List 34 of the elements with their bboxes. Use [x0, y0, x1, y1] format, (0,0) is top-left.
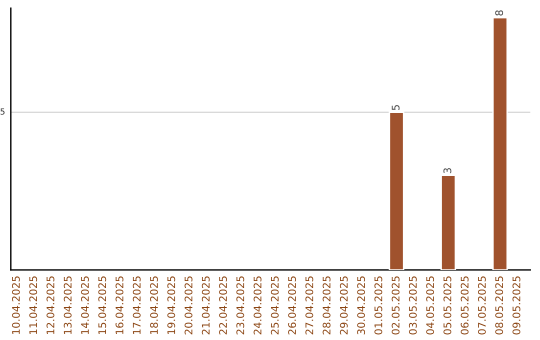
x-tick-label: 15.04.2025 — [98, 276, 106, 334]
x-tick-label: 20.04.2025 — [184, 276, 192, 334]
x-tick-label: 07.05.2025 — [478, 276, 486, 334]
x-tick-label: 09.05.2025 — [512, 276, 520, 334]
data-label: 3 — [443, 168, 452, 174]
data-label: 5 — [392, 105, 400, 110]
x-tick-label: 11.04.2025 — [29, 276, 38, 334]
x-tick-label: 03.05.2025 — [408, 276, 417, 334]
x-tick-label: 19.04.2025 — [167, 276, 176, 334]
x-tick-label: 10.04.2025 — [12, 276, 20, 334]
x-tick-label: 04.05.2025 — [426, 276, 434, 334]
x-tick-label: 28.04.2025 — [322, 276, 331, 334]
x-tick-label: 26.04.2025 — [288, 276, 296, 334]
x-tick-label: 12.04.2025 — [46, 276, 54, 334]
x-tick-label: 21.04.2025 — [202, 276, 210, 334]
x-tick-label: 16.04.2025 — [116, 276, 124, 334]
x-tick-label: 13.04.2025 — [64, 276, 72, 334]
x-tick-label: 05.05.2025 — [443, 276, 452, 334]
x-tick-label: 17.04.2025 — [132, 276, 141, 334]
x-tick-label: 27.04.2025 — [305, 276, 314, 334]
x-tick-label: 18.04.2025 — [150, 276, 158, 334]
x-tick-label: 25.04.2025 — [270, 276, 279, 334]
data-label: 8 — [495, 10, 504, 16]
ref-line-label: 5 — [0, 108, 5, 115]
x-tick-label: 06.05.2025 — [460, 276, 469, 334]
x-tick-label: 30.04.2025 — [357, 276, 366, 334]
x-tick-label: 23.04.2025 — [236, 276, 244, 334]
x-tick-label: 29.04.2025 — [340, 276, 348, 334]
x-tick-label: 01.05.2025 — [374, 276, 382, 334]
x-tick-label: 08.05.2025 — [495, 276, 504, 334]
x-tick-label: 14.04.2025 — [81, 276, 89, 334]
x-tick-label: 02.05.2025 — [392, 276, 400, 334]
x-tick-label: 22.04.2025 — [219, 276, 227, 334]
x-tick-label: 24.04.2025 — [254, 276, 262, 334]
